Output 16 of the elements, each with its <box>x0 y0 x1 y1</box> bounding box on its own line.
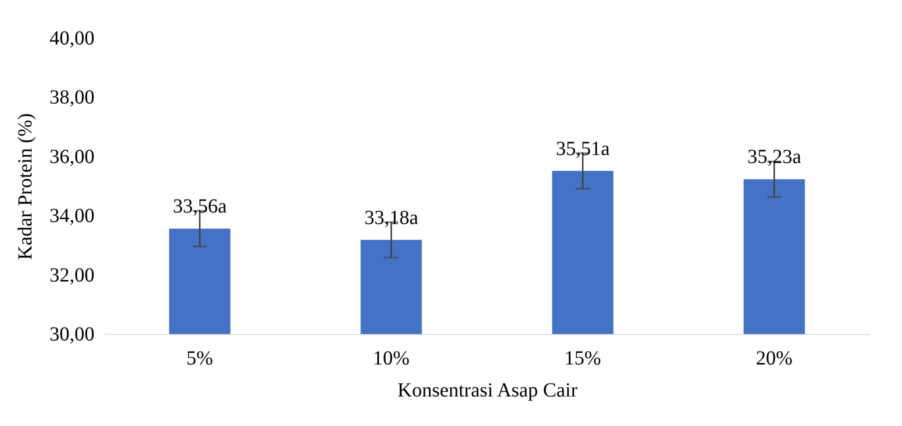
y-tick-label: 30,00 <box>50 324 94 346</box>
y-tick-label: 40,00 <box>50 28 94 50</box>
x-tick-label: 15% <box>564 348 602 370</box>
data-label: 33,56a <box>172 196 227 218</box>
y-tick-label: 34,00 <box>50 205 94 228</box>
x-axis-title: Konsentrasi Asap Cair <box>398 380 578 402</box>
y-tick-label: 32,00 <box>50 264 94 286</box>
x-tick-label: 10% <box>372 348 410 370</box>
y-tick-label: 36,00 <box>50 146 94 168</box>
y-tick-label: 38,00 <box>50 86 94 109</box>
x-tick-label: 20% <box>756 348 793 370</box>
x-tick-label: 5% <box>186 348 214 370</box>
data-label: 35,51a <box>556 138 610 160</box>
y-axis-title: Kadar Protein (%) <box>14 113 36 260</box>
data-label: 33,18a <box>364 206 418 229</box>
data-label: 35,23a <box>747 146 802 168</box>
